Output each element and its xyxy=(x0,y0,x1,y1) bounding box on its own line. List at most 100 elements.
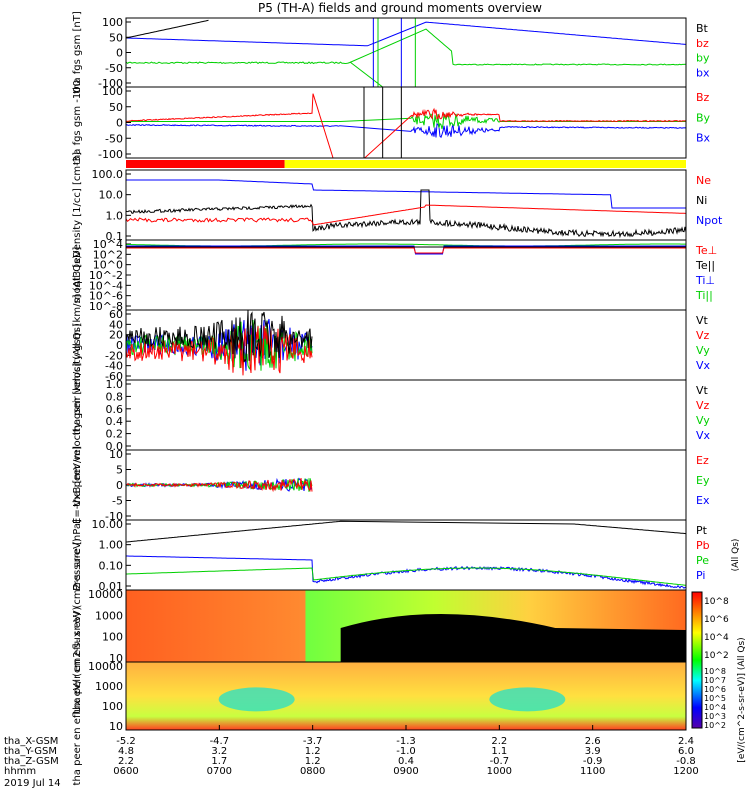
series-pressure-Pt xyxy=(126,520,686,543)
legend-peer_vel-0: Vt xyxy=(696,384,709,397)
date-label: 2019 Jul 14 xyxy=(4,778,61,789)
xaxis-value-2-4: -0.7 xyxy=(490,756,510,767)
series-peir_vel-Vz xyxy=(126,325,313,376)
colorbar-top-tick-1: 10^6 xyxy=(704,615,729,625)
legend-peer_vel-1: Vz xyxy=(696,399,710,412)
xaxis-value-3-0: 0600 xyxy=(113,766,138,777)
ytick-label-peir_vel-4: -20 xyxy=(105,349,123,362)
legend-pressure-3: Pi xyxy=(696,569,705,582)
ytick-label-efield-0: 10 xyxy=(109,448,123,461)
ytick-label-density-2: 1.0 xyxy=(106,209,124,222)
ytick-label-peer_vel-2: 0.6 xyxy=(106,403,124,416)
ylabel-efield: E=-VxB [mV/m] xyxy=(72,446,83,524)
ytick-label-fgs_gse-1: 50 xyxy=(109,101,123,114)
plot-area-temp xyxy=(126,243,686,255)
ytick-label-peir_vel-1: 40 xyxy=(109,318,123,331)
legend-pressure-0: Pt xyxy=(696,524,708,537)
series-fgs-by xyxy=(126,28,686,66)
xaxis-value-3-5: 1100 xyxy=(580,766,605,777)
xaxis-value-1-6: 6.0 xyxy=(678,746,694,757)
colorbar-top-tick-3: 10^2 xyxy=(704,651,729,661)
colorbar-bottom-tick-2: 10^6 xyxy=(704,685,726,694)
ytick-label-efield-3: -5 xyxy=(112,495,123,508)
panel-peer_vel: 1.00.80.60.40.20.0 tha peer velocity gsm … xyxy=(72,323,711,507)
colorbar-label: [eV/(cm^2-s-sr-eV)] (All Qs) xyxy=(737,637,747,762)
ytick-label-density-1: 10.0 xyxy=(99,189,124,202)
ytick-label-peer_vel-0: 1.0 xyxy=(106,378,124,391)
frame-peer_vel xyxy=(125,379,687,451)
legend-fgs-3: bx xyxy=(696,66,710,79)
series-fgs-Bt xyxy=(126,19,209,39)
series-density-Ne xyxy=(126,204,686,226)
colorbar-top-tick-2: 10^4 xyxy=(704,633,729,643)
ytick-label-peer_vel-1: 0.8 xyxy=(106,390,124,403)
colorbar-bottom-tick-1: 10^7 xyxy=(704,676,726,685)
legend-efield-2: Ex xyxy=(696,494,710,507)
ytick-label-peer_vel-5: 0.0 xyxy=(106,440,124,453)
panel-peir_spec: 10000 1000 100 10 tha peir en eflux eV/ (cm2… xyxy=(72,538,687,714)
ytick-label-fgs_gse-0: 100 xyxy=(102,85,123,98)
xaxis-value-2-5: -0.9 xyxy=(583,756,603,767)
xaxis-value-1-3: -1.0 xyxy=(396,746,416,757)
ytick-label-peir_vel-0: 60 xyxy=(109,308,123,321)
plot-area-density xyxy=(126,179,686,239)
ytick-label-temp-5: 10^-6 xyxy=(89,290,123,303)
ytick-label-temp-6: 10^-8 xyxy=(89,300,123,313)
ylabel-fgs_gse: tha fgs gsm -100 xyxy=(72,80,83,165)
panel-efield: 10 5 0 -5 -10 E=-VxB [mV/m] Ez Ey Ex xyxy=(72,446,710,524)
colorbar-bottom-tick-0: 10^8 xyxy=(704,667,726,676)
panel-fgs_gse: 100 50 0 -50 -100 tha fgs gsm -100 Bz By Bx xyxy=(72,80,711,165)
ytick-label-pressure-2: 0.10 xyxy=(99,559,124,572)
legend-peer_vel-2: Vy xyxy=(696,414,710,427)
xaxis-value-1-5: 3.9 xyxy=(585,746,601,757)
ytick-label-fgs-1: 50 xyxy=(109,31,123,44)
ytick-label-peir_vel-3: 0 xyxy=(116,339,123,352)
plot-area-peir_spec xyxy=(126,590,686,662)
frame-pressure xyxy=(125,519,687,591)
xaxis-value-1-0: 4.8 xyxy=(118,746,134,757)
ytick-label-temp-3: 10^-2 xyxy=(89,269,123,282)
legend-fgs_gse-2: Bx xyxy=(696,132,711,145)
series-temp-Ti⊥ xyxy=(126,245,686,255)
ylabel-peir_spec: tha peir en eflux eV/ (cm2-s- sr-eV) xyxy=(72,538,83,714)
legend-density-1: Ni xyxy=(696,194,707,207)
xaxis-row-label-0: tha_X-GSM xyxy=(4,736,58,747)
legend-fgs_gse-0: Bz xyxy=(696,91,710,104)
ylabel-pressure: Pressure [nPa] xyxy=(72,519,83,591)
ytick-label-fgs_gse-3: -50 xyxy=(105,132,123,145)
xaxis-value-3-2: 0800 xyxy=(300,766,325,777)
ylabel-peer_spec: tha peer en eflux eV/ (cm2-s- sr-eV) xyxy=(72,606,83,785)
ytick-label-fgs_gse-4: -100 xyxy=(98,148,123,161)
ylabel-density: Density [1/cc] [cm-3] xyxy=(72,152,83,258)
colorbar-bottom-tick-6: 10^2 xyxy=(704,721,726,730)
legend-peir_vel-0: Vt xyxy=(696,314,709,327)
spectrogram-peer xyxy=(126,662,686,730)
xaxis-value-1-1: 3.2 xyxy=(211,746,227,757)
ytick-label-temp-0: 10^4 xyxy=(93,238,123,251)
xaxis-value-3-4: 1000 xyxy=(487,766,512,777)
ylabel-fgs: tha fgs gsm [nT] xyxy=(72,11,83,94)
ytick-label-efield-1: 5 xyxy=(116,464,123,477)
xaxis-row-label-2: tha_Z-GSM xyxy=(4,756,59,767)
ytick-label-peer_spec-2: 100 xyxy=(102,700,123,713)
xaxis-value-2-1: 1.7 xyxy=(211,756,227,767)
series-fgs_gse-Bz xyxy=(126,93,686,158)
ytick-label-peir_vel-5: -40 xyxy=(105,360,123,373)
ytick-label-pressure-1: 1.00 xyxy=(99,539,124,552)
ytick-label-peer_spec-1: 1000 xyxy=(95,680,123,693)
ytick-label-peer_spec-3: 10 xyxy=(109,720,123,733)
ytick-label-density-3: 0.1 xyxy=(106,230,124,243)
colorbar: 10^810^610^410^210^810^710^610^510^410^3… xyxy=(691,591,747,763)
xaxis-value-0-4: 2.2 xyxy=(491,736,507,747)
xaxis-value-2-0: 2.2 xyxy=(118,756,134,767)
xaxis-value-2-3: 0.4 xyxy=(398,756,414,767)
ytick-label-temp-2: 10^0 xyxy=(93,259,123,272)
colorbar-bottom-tick-3: 10^5 xyxy=(704,694,726,703)
legend-peir_vel-1: Vz xyxy=(696,329,710,342)
ytick-label-peir_spec-0: 10000 xyxy=(88,588,123,601)
legend-temp-3: Ti|| xyxy=(695,289,713,302)
xaxis-value-1-4: 1.1 xyxy=(491,746,507,757)
legend-temp-2: Ti⊥ xyxy=(695,274,715,287)
